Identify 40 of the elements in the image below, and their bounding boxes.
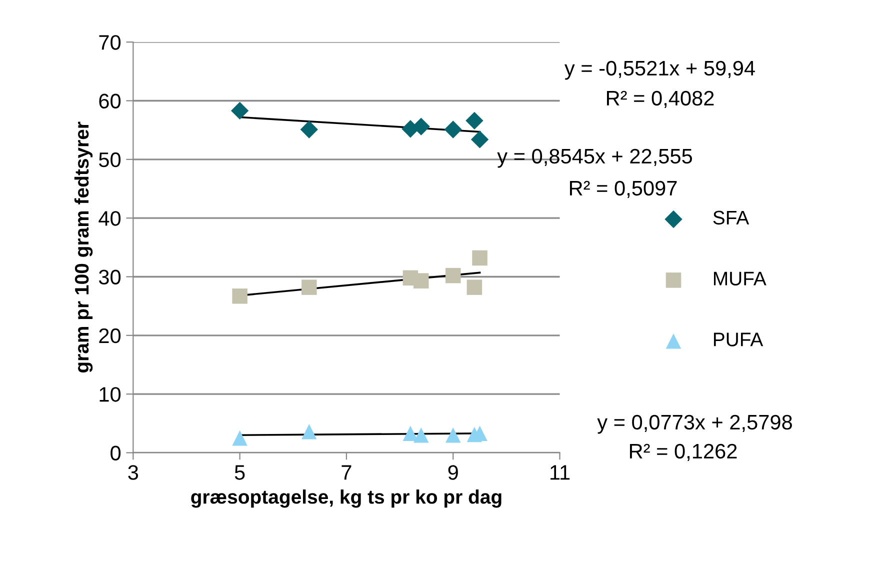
y-tick-label: 20: [99, 328, 121, 344]
y-axis-title: gram pr 100 gram fedtsyrer: [74, 122, 93, 372]
point: [232, 430, 248, 446]
point: [445, 268, 461, 284]
x-tick-label: 9: [448, 465, 458, 480]
legend-label: PUFA: [714, 332, 764, 346]
x-tick-label: 11: [550, 465, 570, 480]
y-tick-label: 40: [98, 211, 121, 226]
legend-label: MUFA: [714, 272, 766, 286]
text: R² = 0,4082: [606, 90, 714, 108]
text: y = -0,5521x + 59,94: [564, 60, 755, 80]
point: [230, 102, 249, 120]
point: [413, 273, 429, 288]
y-tick-label: 60: [99, 94, 121, 108]
y-tick-label: 50: [99, 152, 121, 168]
point: [232, 288, 248, 304]
text: R² = 0,5097: [570, 180, 677, 198]
point: [466, 112, 484, 130]
x-tick-label: 5: [234, 465, 245, 480]
point: [466, 280, 482, 295]
y-tick-label: 30: [98, 270, 121, 284]
point: [413, 427, 429, 443]
point: [301, 424, 317, 440]
text: y = 0,0773x + 2,5798: [597, 414, 792, 434]
x-tick-label: 3: [128, 465, 138, 480]
point: [301, 280, 317, 295]
point: [445, 427, 461, 443]
point: [470, 130, 489, 148]
point: [444, 120, 462, 138]
point: [472, 250, 488, 266]
y-tick-label: 10: [100, 387, 121, 402]
point: [402, 426, 418, 442]
legend-label: SFA: [713, 210, 750, 225]
point: [300, 120, 318, 138]
text: R² = 0,1262: [630, 444, 737, 462]
annotation: y = 0,8545x + 22,555: [497, 148, 692, 168]
y-tick-label: 70: [99, 35, 121, 50]
x-axis-title: græsoptagelse, kg ts pr ko pr dag: [191, 490, 502, 508]
y-tick-label: 0: [110, 446, 121, 460]
x-tick-label: 7: [342, 465, 352, 480]
